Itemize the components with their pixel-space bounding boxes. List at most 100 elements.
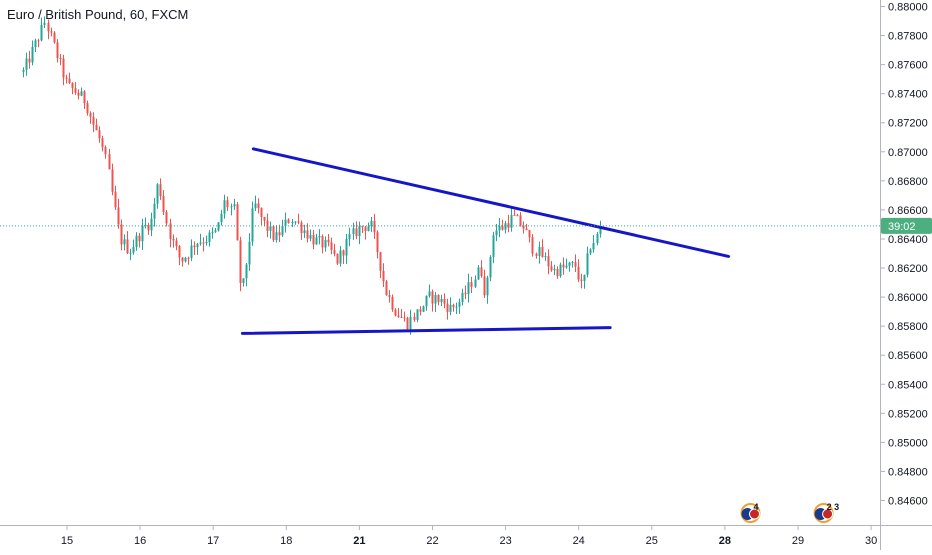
event-count-label: 4	[753, 502, 758, 512]
time-tick-label: 17	[207, 535, 219, 547]
candle-body	[339, 250, 342, 264]
candle-body	[489, 257, 492, 278]
candle-body	[291, 221, 294, 223]
candle-body	[516, 215, 519, 217]
candle-body	[492, 235, 495, 258]
candle-body	[187, 257, 190, 259]
price-tick-label: 0.85800	[888, 321, 928, 333]
candle-body	[321, 236, 324, 248]
candle-body	[416, 309, 419, 320]
candle-body	[43, 22, 46, 25]
candle-body	[281, 225, 284, 236]
candle-body	[297, 221, 300, 223]
candle-body	[525, 228, 528, 231]
trendlines-layer[interactable]	[240, 147, 731, 335]
candle-body	[531, 237, 534, 254]
candle-body	[413, 316, 416, 320]
candle-body	[199, 242, 202, 244]
candle-body	[89, 113, 92, 117]
candle-body	[507, 223, 510, 228]
price-tick-label: 0.86200	[888, 263, 928, 275]
price-tick-label: 0.86000	[888, 292, 928, 304]
price-tick-label: 0.87800	[888, 31, 928, 43]
economic-events-layer[interactable]: 4 2 3	[740, 502, 840, 523]
candle-body	[263, 217, 266, 221]
price-tick-label: 0.85400	[888, 379, 928, 391]
candle-body	[74, 88, 77, 93]
candle-body	[397, 315, 400, 317]
candle-body	[333, 250, 336, 254]
candle-body	[486, 277, 489, 296]
candle-body	[467, 282, 470, 295]
candle-body	[178, 246, 181, 258]
candle-body	[83, 91, 86, 104]
candle-body	[22, 69, 25, 72]
candle-body	[62, 58, 65, 78]
event-marker-gbp[interactable]: 2 3	[813, 502, 840, 523]
price-tag-label: 39:02	[888, 221, 916, 233]
candle-body	[428, 291, 431, 296]
candle-body	[391, 296, 394, 310]
candle-body	[431, 291, 434, 304]
candle-body	[370, 220, 373, 227]
candle-body	[422, 306, 425, 312]
trendline-upper[interactable]	[251, 147, 731, 258]
candle-body	[470, 282, 473, 287]
candle-body	[538, 246, 541, 256]
candle-body	[278, 232, 281, 236]
candle-body	[547, 256, 550, 267]
candle-body	[257, 203, 260, 209]
candle-body	[434, 294, 437, 304]
candle-body	[284, 219, 287, 226]
time-tick-label: 30	[865, 535, 877, 547]
event-count-label: 2 3	[827, 502, 840, 512]
candle-body	[95, 124, 98, 131]
candle-body	[254, 203, 257, 209]
candle-body	[114, 191, 117, 208]
candle-body	[138, 235, 141, 242]
candle-body	[172, 238, 175, 241]
candle-body	[406, 317, 409, 330]
candle-body	[358, 225, 361, 237]
candle-body	[239, 240, 242, 283]
candle-body	[34, 40, 37, 47]
candle-body	[31, 46, 34, 63]
trendline-lower[interactable]	[240, 326, 612, 335]
candle-body	[202, 242, 205, 244]
candle-body	[233, 204, 236, 207]
candle-body	[440, 298, 443, 303]
candle-body	[104, 147, 107, 155]
candle-body	[269, 226, 272, 231]
price-tick-label: 0.86800	[888, 176, 928, 188]
candle-body	[80, 91, 83, 96]
time-tick-label: 28	[719, 535, 731, 547]
candle-body	[379, 252, 382, 271]
candle-body	[589, 249, 592, 254]
candle-body	[117, 207, 120, 225]
time-tick-label: 23	[499, 535, 511, 547]
candle-body	[599, 225, 602, 234]
candle-body	[403, 317, 406, 319]
candle-body	[150, 218, 153, 231]
price-tick-label: 0.86600	[888, 205, 928, 217]
candle-body	[480, 267, 483, 277]
candle-body	[144, 225, 147, 227]
candle-body	[437, 294, 440, 303]
candle-body	[181, 257, 184, 262]
candle-body	[101, 138, 104, 148]
candle-body	[53, 32, 56, 43]
symbol-title: Euro / British Pound, 60, FXCM	[7, 7, 189, 22]
price-tag	[881, 217, 932, 234]
candle-body	[449, 304, 452, 312]
candle-body	[211, 231, 214, 233]
event-marker-eur-gbp[interactable]: 4	[740, 502, 761, 523]
candle-body	[504, 223, 507, 230]
candle-body	[141, 225, 144, 242]
candle-body	[47, 22, 50, 32]
price-tick-label: 0.84600	[888, 496, 928, 508]
candle-body	[556, 269, 559, 277]
candle-body	[565, 265, 568, 268]
candle-body	[461, 292, 464, 303]
